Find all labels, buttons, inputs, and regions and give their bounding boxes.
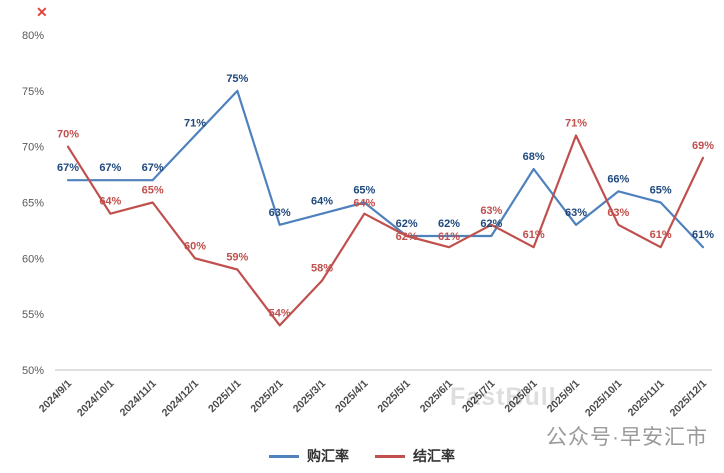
data-label: 54% <box>269 307 291 319</box>
x-axis-tick-label: 2025/1/1 <box>206 378 243 415</box>
data-label: 67% <box>99 162 121 174</box>
data-label: 65% <box>142 185 164 197</box>
data-label: 59% <box>226 252 248 264</box>
data-label: 67% <box>57 162 79 174</box>
y-axis-tick-label: 50% <box>22 365 44 377</box>
data-label: 61% <box>438 231 460 243</box>
x-axis-tick-label: 2024/10/1 <box>75 378 117 420</box>
data-label: 65% <box>353 185 375 197</box>
data-label: 63% <box>480 205 502 217</box>
legend-label-settlement-rate: 结汇率 <box>413 448 455 464</box>
data-label: 71% <box>565 118 587 130</box>
y-axis-tick-label: 65% <box>22 198 44 210</box>
data-label: 66% <box>607 173 629 185</box>
y-axis-tick-label: 60% <box>22 253 44 265</box>
legend-swatch-purchase-rate <box>269 454 299 458</box>
data-label: 58% <box>311 263 333 275</box>
x-axis-tick-label: 2025/4/1 <box>333 378 370 415</box>
data-label: 60% <box>184 240 206 252</box>
line-series-0 <box>66 89 705 249</box>
data-label: 62% <box>396 218 418 230</box>
data-label: 61% <box>523 229 545 241</box>
data-label: 63% <box>607 207 629 219</box>
y-axis-tick-label: 55% <box>22 309 44 321</box>
x-axis-tick-label: 2025/5/1 <box>375 378 412 415</box>
x-axis-tick-label: 2024/11/1 <box>118 378 159 419</box>
data-label: 61% <box>650 229 672 241</box>
data-label: 62% <box>480 218 502 230</box>
legend-swatch-settlement-rate <box>375 454 405 458</box>
data-label: 71% <box>184 118 206 130</box>
data-label: 63% <box>269 207 291 219</box>
broken-image-icon: ✕ <box>36 4 48 20</box>
data-label: 62% <box>438 218 460 230</box>
x-axis-tick-label: 2024/12/1 <box>160 378 202 420</box>
legend-label-purchase-rate: 购汇率 <box>307 448 349 464</box>
data-label: 64% <box>311 196 333 208</box>
x-axis-tick-label: 2024/9/1 <box>37 378 74 415</box>
data-label: 65% <box>650 185 672 197</box>
x-axis-tick-label: 2025/3/1 <box>291 378 328 415</box>
y-axis-tick-label: 80% <box>22 30 44 42</box>
source-badge: 公众号·早安汇市 <box>546 426 708 449</box>
data-label: 70% <box>57 129 79 141</box>
y-axis-tick-label: 75% <box>22 86 44 98</box>
data-label: 61% <box>692 229 714 241</box>
data-label: 69% <box>692 140 714 152</box>
x-axis-tick-label: 2025/2/1 <box>248 378 285 415</box>
x-axis-tick-label: 2025/11/1 <box>626 378 667 419</box>
data-label: 64% <box>353 198 375 210</box>
data-label: 62% <box>396 231 418 243</box>
y-axis-tick-label: 70% <box>22 142 44 154</box>
data-label: 63% <box>565 207 587 219</box>
line-series-1 <box>66 134 705 327</box>
x-axis-tick-label: 2025/12/1 <box>668 378 710 420</box>
data-label: 67% <box>142 162 164 174</box>
legend-item-settlement-rate: 结汇率 <box>375 446 455 466</box>
legend-item-purchase-rate: 购汇率 <box>269 446 349 466</box>
data-label: 68% <box>523 151 545 163</box>
data-label: 75% <box>226 73 248 85</box>
watermark: FastBull <box>450 383 557 411</box>
chart-legend: 购汇率 结汇率 <box>0 446 724 466</box>
data-label: 64% <box>99 196 121 208</box>
x-axis-tick-label: 2025/10/1 <box>583 378 625 420</box>
